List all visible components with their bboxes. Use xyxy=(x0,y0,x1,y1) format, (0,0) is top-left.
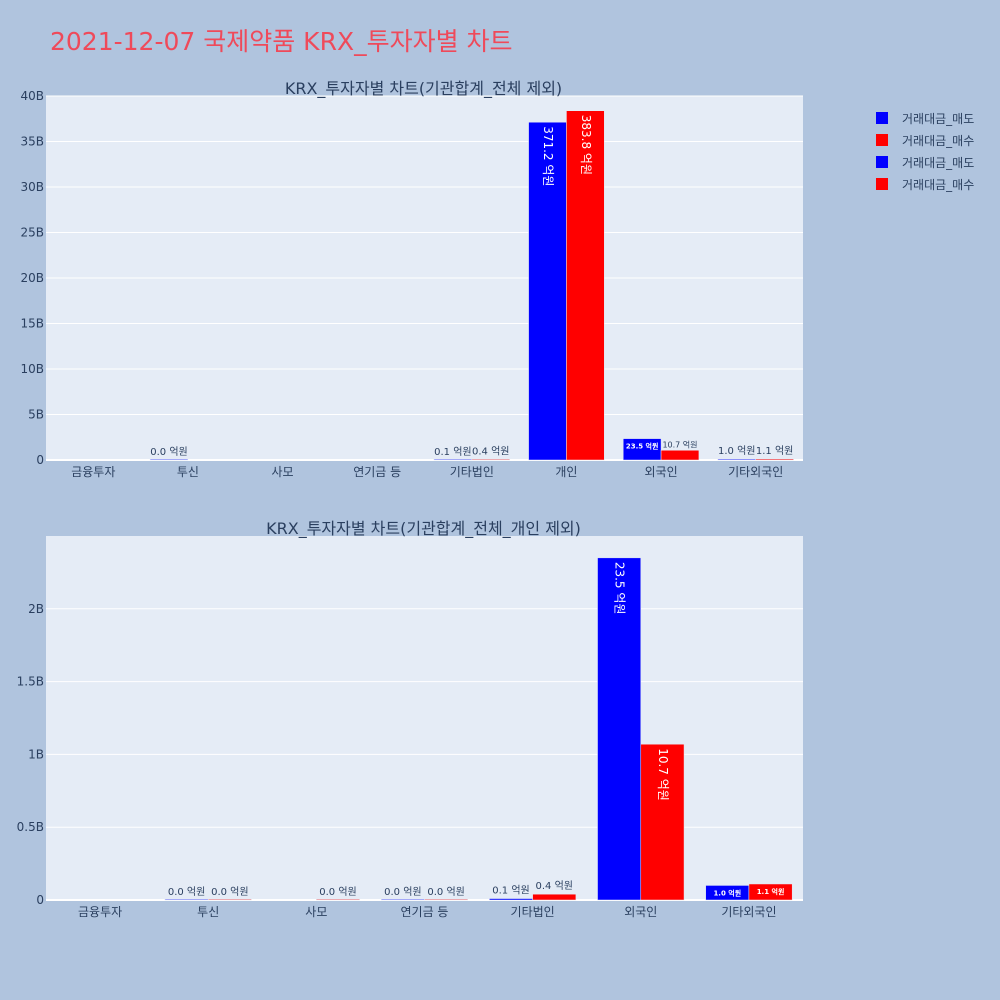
y-tick-label: 15B xyxy=(20,317,44,331)
y-tick-label: 2B xyxy=(28,602,44,616)
page-title: 2021-12-07 국제약품 KRX_투자자별 차트 xyxy=(50,27,513,56)
data-label: 0.0 억원 xyxy=(427,886,464,898)
data-label: 10.7 억원 xyxy=(662,439,697,449)
y-tick-label: 0 xyxy=(36,453,44,467)
data-label: 1.1 억원 xyxy=(757,887,785,896)
chart-title: KRX_투자자별 차트(기관합계_전체 제외) xyxy=(285,79,562,99)
bar xyxy=(433,458,473,461)
x-tick-label: 기타법인 xyxy=(511,905,555,919)
bar xyxy=(622,438,662,461)
legend-swatch xyxy=(876,134,888,146)
data-label: 0.0 억원 xyxy=(384,886,421,898)
y-tick-label: 5B xyxy=(28,408,44,422)
legend-item[interactable]: 거래대금_매도 xyxy=(876,151,974,173)
y-tick-label: 1.5B xyxy=(17,675,44,689)
chart-panel-2: 0 0.5B 1B 1.5B 2B KRX_투자자별 차트(기관합계_전체_개인 제외) 금… xyxy=(17,519,803,919)
x-tick-label: 연기금 등 xyxy=(401,905,449,919)
y-tick-label: 1B xyxy=(28,747,44,761)
chart-panel-1: 0 5B 10B 15B 20B 25B 30B 35B 40B KRX_투자자별 차트(기관합계… xyxy=(20,79,803,479)
x-tick-label: 사모 xyxy=(305,905,327,919)
data-label: 0.4 억원 xyxy=(472,446,509,458)
bar xyxy=(471,458,510,461)
bar xyxy=(149,458,189,461)
legend-label: 거래대금_매수 xyxy=(902,133,975,148)
data-label: 0.0 억원 xyxy=(319,886,356,898)
data-label: 371.2 억원 xyxy=(541,126,555,186)
bar xyxy=(640,743,685,901)
legend-label: 거래대금_매도 xyxy=(902,155,975,170)
data-label: 1.0 억원 xyxy=(718,445,755,457)
data-label: 0.0 억원 xyxy=(211,886,248,898)
legend-swatch xyxy=(876,178,888,190)
bar xyxy=(717,458,756,461)
bar xyxy=(660,450,700,461)
x-tick-label: 개인 xyxy=(555,465,577,479)
y-tick-label: 40B xyxy=(20,89,44,103)
bar xyxy=(528,121,567,461)
data-label: 0.1 억원 xyxy=(434,446,471,458)
x-tick-label: 외국인 xyxy=(645,465,678,479)
bar xyxy=(532,893,577,901)
bar xyxy=(748,883,793,901)
data-label: 383.8 억원 xyxy=(579,115,593,175)
y-tick-label: 0.5B xyxy=(17,820,44,834)
data-label: 0.4 억원 xyxy=(536,880,573,892)
plot-area xyxy=(46,536,803,900)
x-tick-label: 기타법인 xyxy=(450,465,494,479)
legend-swatch xyxy=(876,156,888,168)
legend-item[interactable]: 거래대금_매수 xyxy=(876,129,974,151)
y-tick-label: 30B xyxy=(20,180,44,194)
bar xyxy=(380,898,425,901)
bar xyxy=(164,898,209,901)
data-label: 1.1 억원 xyxy=(756,445,793,457)
data-label: 23.5 억원 xyxy=(613,562,627,615)
legend-label: 거래대금_매도 xyxy=(902,111,975,126)
bar xyxy=(207,898,252,901)
x-tick-label: 외국인 xyxy=(624,905,657,919)
legend-item[interactable]: 거래대금_매도 xyxy=(876,107,974,129)
x-tick-label: 사모 xyxy=(272,465,294,479)
x-tick-label: 연기금 등 xyxy=(353,465,401,479)
y-tick-label: 0 xyxy=(36,893,44,907)
x-tick-label: 투신 xyxy=(197,905,219,919)
bar xyxy=(597,557,642,901)
bar xyxy=(755,458,794,461)
data-label: 0.0 억원 xyxy=(168,886,205,898)
data-label: 10.7 억원 xyxy=(656,748,670,801)
y-tick-label: 20B xyxy=(20,271,44,285)
x-tick-label: 투신 xyxy=(177,465,199,479)
legend-item[interactable]: 거래대금_매수 xyxy=(876,173,974,195)
data-label: 0.1 억원 xyxy=(492,885,529,897)
y-tick-label: 10B xyxy=(20,362,44,376)
y-tick-label: 35B xyxy=(20,135,44,149)
data-label: 23.5 억원 xyxy=(626,442,659,451)
data-label: 1.0 억원 xyxy=(713,888,741,897)
data-label: 0.0 억원 xyxy=(150,446,187,458)
x-tick-label: 금융투자 xyxy=(78,905,122,919)
legend: 거래대금_매도 거래대금_매수 거래대금_매도 거래대금_매수 xyxy=(876,107,974,195)
bar xyxy=(566,110,605,461)
y-tick-label: 25B xyxy=(20,226,44,240)
chart-title: KRX_투자자별 차트(기관합계_전체_개인 제외) xyxy=(266,519,581,539)
legend-label: 거래대금_매수 xyxy=(902,177,975,192)
bar xyxy=(424,898,469,901)
x-tick-label: 기타외국인 xyxy=(728,465,783,479)
bar xyxy=(489,898,533,901)
x-tick-label: 금융투자 xyxy=(71,465,115,479)
legend-swatch xyxy=(876,112,888,124)
x-tick-label: 기타외국인 xyxy=(721,905,776,919)
bar xyxy=(316,898,360,901)
